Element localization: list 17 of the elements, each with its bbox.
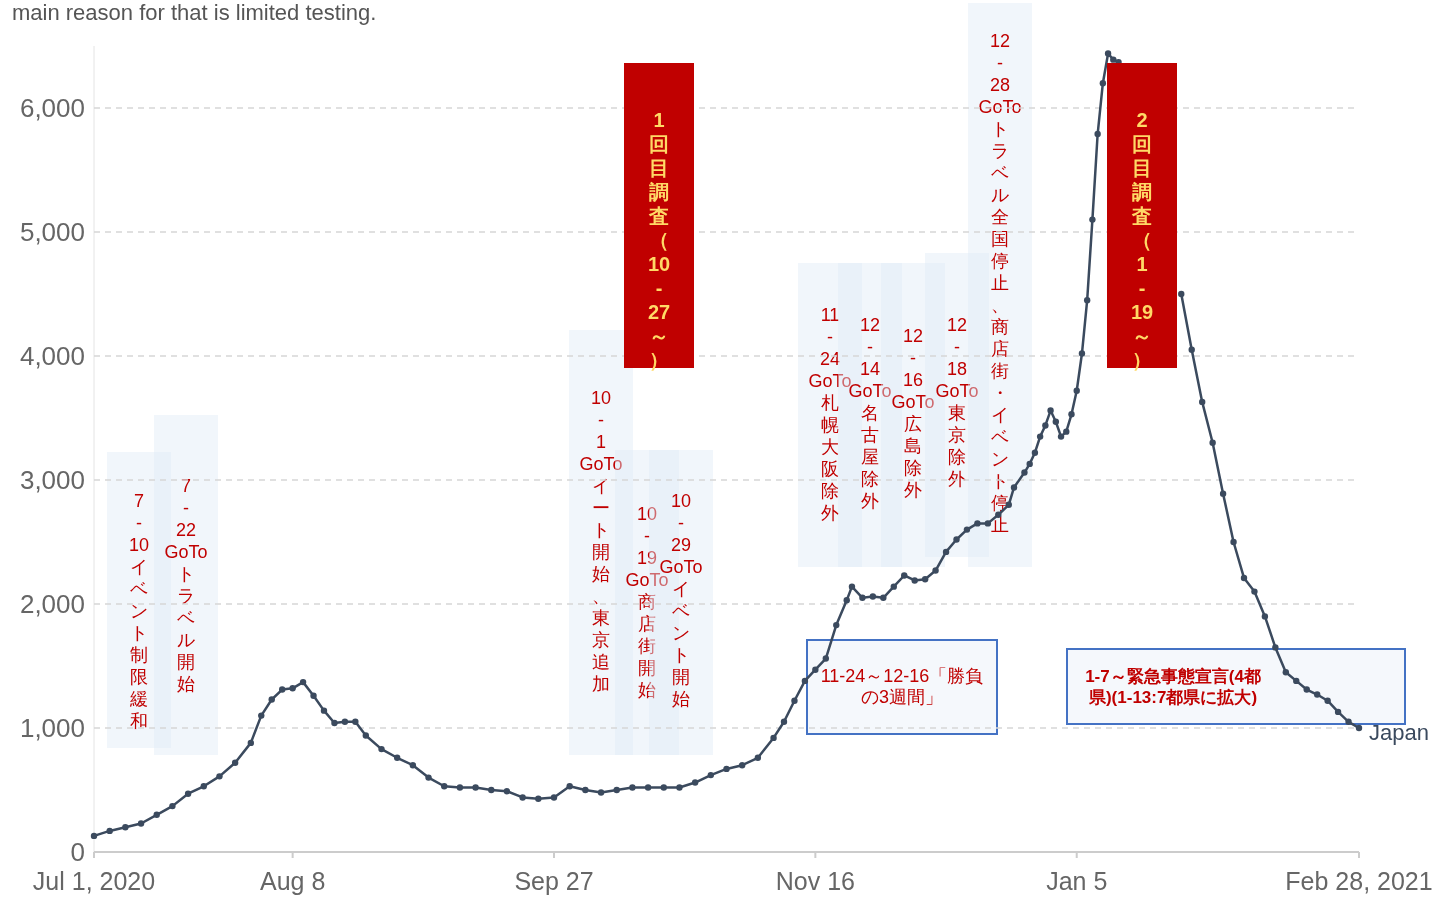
annotation: 11-24～12-16「勝負の3週間」 <box>806 639 998 735</box>
x-tick-label: Jul 1, 2020 <box>32 867 156 895</box>
x-tick-label: Jan 5 <box>1046 867 1108 895</box>
y-tick-label: 1,000 <box>19 713 85 743</box>
y-tick-label: 2,000 <box>19 589 85 619</box>
y-tick-label: 0 <box>70 837 85 867</box>
y-tick-label: 4,000 <box>19 341 85 371</box>
x-tick-label: Feb 28, 2021 <box>1285 867 1433 895</box>
x-tick-label: Aug 8 <box>259 867 326 895</box>
annotation: 1-7～緊急事態宣言(4都県)(1-13:7都県に拡大) <box>1066 648 1406 725</box>
y-tick-label: 5,000 <box>19 217 85 247</box>
y-tick-label: 3,000 <box>19 465 85 495</box>
x-tick-label: Sep 27 <box>514 867 594 895</box>
x-tick-label: Nov 16 <box>775 867 855 895</box>
y-tick-label: 6,000 <box>19 93 85 123</box>
annotation: 7-22GoToトラベル開始 <box>154 415 218 755</box>
chart-subtitle: main reason for that is limited testing. <box>12 0 377 25</box>
